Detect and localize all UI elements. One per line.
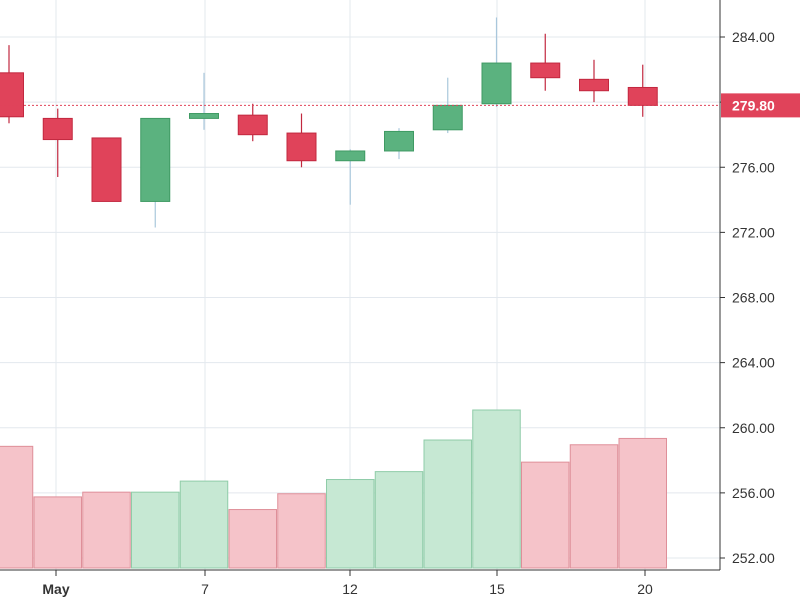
volume-bar [0, 445, 34, 569]
volume-bar [423, 439, 472, 569]
y-tick-label: 276.00 [732, 159, 775, 175]
x-tick-label: 20 [637, 581, 653, 597]
axis-labels: 284.00280.00276.00272.00268.00264.00260.… [42, 29, 800, 597]
candle-body [91, 137, 122, 202]
candle-body [286, 132, 317, 162]
volume-bar [569, 444, 619, 569]
candle-body [42, 117, 73, 141]
axes [0, 0, 725, 576]
volume-bar [326, 479, 375, 569]
y-tick-label: 256.00 [732, 485, 775, 501]
candle-body [481, 62, 512, 105]
y-tick-label: 284.00 [732, 29, 775, 45]
candle-body [432, 104, 463, 131]
candle-body [384, 130, 414, 152]
volume-bar [472, 409, 521, 569]
y-tick-label: 252.00 [732, 550, 775, 566]
x-tick-label: 15 [489, 581, 505, 597]
volume-bar [179, 480, 229, 569]
price-candles [0, 17, 720, 228]
x-tick-label: May [42, 581, 69, 597]
x-tick-label: 7 [201, 581, 209, 597]
y-tick-label: 260.00 [732, 420, 775, 436]
volume-bar [33, 496, 82, 569]
candle-body [627, 86, 658, 106]
volume-bars [0, 409, 667, 569]
candle-body [530, 62, 561, 79]
volume-bar [82, 491, 131, 569]
volume-bar [521, 461, 570, 569]
candle-body [189, 113, 219, 119]
volume-bar [374, 471, 424, 569]
volume-bar [277, 493, 326, 569]
y-tick-label: 272.00 [732, 224, 775, 240]
y-tick-label: 264.00 [732, 355, 775, 371]
x-tick-label: 12 [342, 581, 358, 597]
last-price-badge [721, 93, 800, 118]
volume-bar [228, 509, 277, 569]
candle-body [0, 72, 24, 118]
candle-body [237, 114, 268, 136]
candle-body [335, 150, 366, 162]
y-tick-label: 268.00 [732, 290, 775, 306]
volume-bar [131, 491, 180, 569]
last-price-label: 279.80 [732, 97, 775, 113]
candle-body [140, 117, 171, 202]
volume-bar [618, 437, 667, 569]
candle-body [579, 78, 609, 92]
